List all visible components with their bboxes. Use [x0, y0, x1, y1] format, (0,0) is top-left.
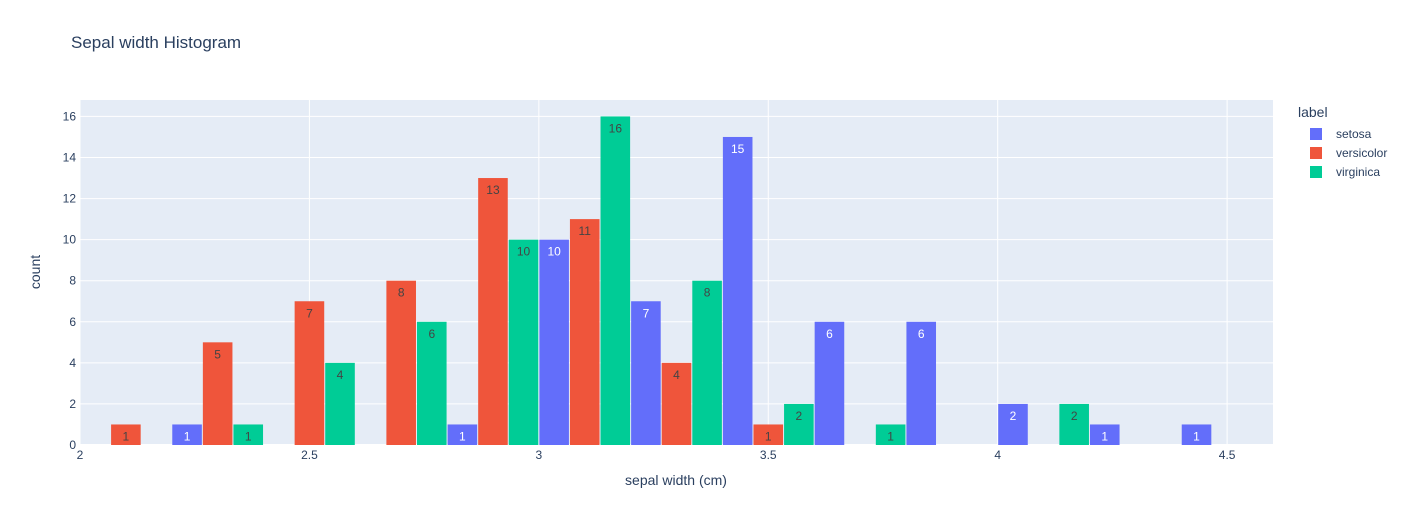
- y-tick-label: 2: [69, 397, 76, 411]
- bar-value-label: 4: [337, 368, 344, 382]
- bar-versicolor: [294, 301, 325, 445]
- x-tick-label: 2.5: [301, 448, 318, 462]
- bar-value-label: 1: [245, 429, 252, 443]
- bar-value-label: 1: [1101, 429, 1108, 443]
- bar-value-label: 10: [547, 245, 561, 259]
- x-axis-title: sepal width (cm): [625, 472, 727, 488]
- bar-value-label: 1: [184, 429, 191, 443]
- legend-swatch: [1310, 127, 1322, 140]
- legend-label: versicolor: [1336, 145, 1388, 160]
- y-tick-label: 0: [69, 438, 76, 452]
- bar-value-label: 1: [459, 429, 466, 443]
- x-tick-label: 3: [536, 448, 543, 462]
- bar-value-label: 6: [918, 327, 925, 341]
- bar-value-label: 6: [428, 327, 435, 341]
- bar-virginica: [416, 321, 447, 445]
- bar-value-label: 13: [486, 183, 500, 197]
- bar-value-label: 7: [643, 306, 650, 320]
- x-tick-label: 4.5: [1219, 448, 1236, 462]
- bar-value-label: 1: [887, 429, 894, 443]
- y-tick-label: 8: [69, 274, 76, 288]
- bar-value-label: 1: [1193, 429, 1200, 443]
- y-tick-label: 14: [63, 151, 77, 165]
- bar-value-label: 5: [214, 347, 221, 361]
- y-tick-label: 4: [69, 356, 76, 370]
- legend-label: virginica: [1336, 164, 1381, 179]
- bar-value-label: 15: [731, 142, 745, 156]
- bar-versicolor: [661, 362, 692, 445]
- chart-title: Sepal width Histogram: [71, 33, 242, 52]
- bar-versicolor: [569, 219, 600, 445]
- bar-value-label: 2: [1010, 409, 1017, 423]
- bars: [111, 116, 1212, 446]
- y-tick-label: 16: [63, 109, 77, 123]
- bar-virginica: [508, 239, 539, 445]
- bar-versicolor: [111, 424, 141, 445]
- x-tick-label: 2: [77, 448, 84, 462]
- bar-virginica: [325, 362, 355, 445]
- y-tick-label: 10: [63, 233, 77, 247]
- bar-value-label: 1: [123, 429, 130, 443]
- bar-setosa: [722, 136, 753, 445]
- legend-item-versicolor[interactable]: versicolor: [1298, 143, 1387, 162]
- bar-virginica: [1059, 403, 1089, 445]
- legend-swatch: [1310, 165, 1322, 178]
- bar-setosa: [447, 424, 478, 445]
- bar-versicolor: [478, 178, 508, 446]
- x-tick-label: 3.5: [760, 448, 777, 462]
- bar-setosa: [814, 321, 845, 445]
- bar-setosa: [906, 321, 937, 445]
- bar-value-label: 8: [398, 286, 405, 300]
- bar-setosa: [172, 424, 202, 445]
- bar-value-label: 10: [517, 245, 531, 259]
- bar-setosa: [1089, 424, 1120, 445]
- x-tick-label: 4: [994, 448, 1001, 462]
- bar-virginica: [875, 424, 906, 445]
- legend: label setosa versicolor virginica: [1298, 104, 1387, 181]
- bar-virginica: [233, 424, 264, 445]
- legend-item-virginica[interactable]: virginica: [1298, 162, 1387, 181]
- bar-value-label: 2: [796, 409, 803, 423]
- bar-value-label: 2: [1071, 409, 1078, 423]
- bar-value-label: 1: [765, 429, 772, 443]
- y-tick-label: 12: [63, 192, 77, 206]
- legend-label: setosa: [1336, 126, 1372, 141]
- bar-value-label: 7: [306, 306, 313, 320]
- legend-title: label: [1298, 104, 1328, 120]
- bar-value-label: 11: [578, 224, 591, 238]
- bar-virginica: [600, 116, 631, 445]
- bar-setosa: [1181, 424, 1212, 445]
- bar-value-label: 16: [609, 121, 623, 135]
- bar-versicolor: [753, 424, 784, 445]
- bar-value-label: 8: [704, 286, 711, 300]
- bar-value-label: 4: [673, 368, 680, 382]
- y-axis-title: count: [27, 255, 43, 289]
- y-tick-label: 6: [69, 315, 76, 329]
- bar-setosa: [539, 239, 569, 445]
- bar-setosa: [631, 301, 661, 445]
- bar-value-label: 6: [826, 327, 833, 341]
- legend-item-setosa[interactable]: setosa: [1298, 124, 1387, 143]
- legend-swatch: [1310, 146, 1322, 159]
- bar-setosa: [998, 403, 1028, 445]
- bar-versicolor: [386, 280, 416, 445]
- bar-virginica: [692, 280, 722, 445]
- bar-versicolor: [202, 342, 233, 445]
- y-axis-ticks: 0 2 4 6 8 10 12 14 16: [63, 109, 77, 452]
- x-axis-ticks: 2 2.5 3 3.5 4 4.5: [77, 448, 1236, 462]
- bar-virginica: [784, 403, 814, 445]
